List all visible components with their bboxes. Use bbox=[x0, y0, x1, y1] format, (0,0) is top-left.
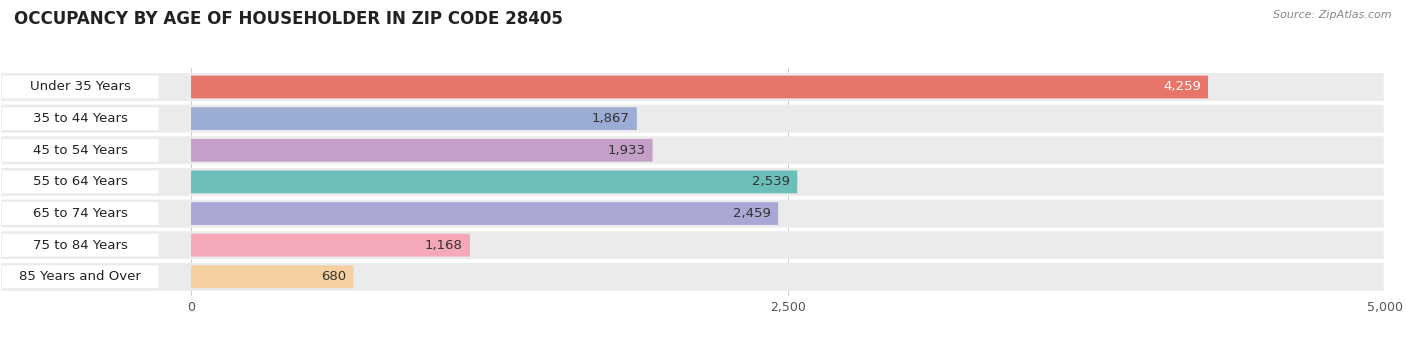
FancyBboxPatch shape bbox=[191, 139, 652, 162]
Text: 75 to 84 Years: 75 to 84 Years bbox=[32, 239, 128, 252]
Text: 1,933: 1,933 bbox=[607, 144, 645, 157]
FancyBboxPatch shape bbox=[191, 171, 797, 193]
FancyBboxPatch shape bbox=[1, 73, 1384, 101]
Text: Under 35 Years: Under 35 Years bbox=[30, 81, 131, 94]
Text: 1,168: 1,168 bbox=[425, 239, 463, 252]
FancyBboxPatch shape bbox=[1, 136, 1384, 164]
FancyBboxPatch shape bbox=[191, 266, 353, 288]
FancyBboxPatch shape bbox=[1, 107, 159, 130]
FancyBboxPatch shape bbox=[1, 168, 1384, 196]
Text: 2,459: 2,459 bbox=[733, 207, 770, 220]
FancyBboxPatch shape bbox=[191, 107, 637, 130]
Text: 4,259: 4,259 bbox=[1163, 81, 1201, 94]
FancyBboxPatch shape bbox=[1, 263, 1384, 291]
FancyBboxPatch shape bbox=[1, 139, 159, 162]
Text: 1,867: 1,867 bbox=[592, 112, 630, 125]
Text: 2,539: 2,539 bbox=[752, 175, 790, 188]
FancyBboxPatch shape bbox=[1, 75, 159, 98]
Text: 85 Years and Over: 85 Years and Over bbox=[20, 270, 141, 283]
Text: 35 to 44 Years: 35 to 44 Years bbox=[32, 112, 128, 125]
Text: OCCUPANCY BY AGE OF HOUSEHOLDER IN ZIP CODE 28405: OCCUPANCY BY AGE OF HOUSEHOLDER IN ZIP C… bbox=[14, 10, 562, 28]
FancyBboxPatch shape bbox=[1, 234, 159, 257]
FancyBboxPatch shape bbox=[1, 105, 1384, 133]
Text: 680: 680 bbox=[321, 270, 346, 283]
FancyBboxPatch shape bbox=[191, 234, 470, 257]
FancyBboxPatch shape bbox=[191, 75, 1208, 98]
FancyBboxPatch shape bbox=[1, 231, 1384, 259]
Text: 65 to 74 Years: 65 to 74 Years bbox=[32, 207, 128, 220]
FancyBboxPatch shape bbox=[1, 202, 159, 225]
FancyBboxPatch shape bbox=[1, 171, 159, 193]
Text: 55 to 64 Years: 55 to 64 Years bbox=[32, 175, 128, 188]
FancyBboxPatch shape bbox=[1, 266, 159, 288]
Text: Source: ZipAtlas.com: Source: ZipAtlas.com bbox=[1274, 10, 1392, 20]
FancyBboxPatch shape bbox=[1, 200, 1384, 227]
Text: 45 to 54 Years: 45 to 54 Years bbox=[32, 144, 128, 157]
FancyBboxPatch shape bbox=[191, 202, 778, 225]
